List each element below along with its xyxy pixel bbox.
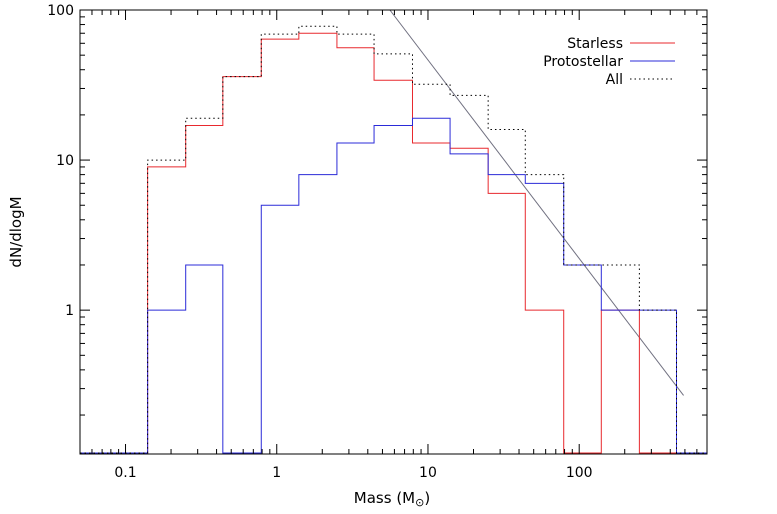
x-tick-label: 1 bbox=[272, 465, 281, 481]
x-axis-label: Mass (M⊙) bbox=[354, 489, 430, 509]
legend-label-protostellar: Protostellar bbox=[543, 54, 623, 70]
x-tick-label: 100 bbox=[566, 465, 593, 481]
series-starless-histogram bbox=[80, 32, 707, 454]
axis-ticks: 0.1 1 10 100 1 10 100 bbox=[47, 3, 708, 481]
fit-line-layer bbox=[389, 9, 684, 396]
legend: Starless Protostellar All bbox=[543, 36, 675, 88]
sun-symbol: ⊙ bbox=[415, 496, 424, 509]
y-tick-label: 10 bbox=[56, 153, 74, 169]
y-tick-label: 1 bbox=[65, 303, 74, 319]
plot-frame bbox=[79, 9, 708, 455]
legend-label-all: All bbox=[606, 72, 623, 88]
x-axis-label-text: Mass (M bbox=[354, 489, 415, 507]
x-axis-label-suffix: ) bbox=[424, 489, 430, 507]
series-all-histogram bbox=[80, 25, 707, 454]
series-protostellar-histogram bbox=[80, 117, 707, 454]
legend-label-starless: Starless bbox=[567, 36, 623, 52]
x-tick-label: 0.1 bbox=[114, 465, 136, 481]
series-layer bbox=[80, 25, 707, 454]
y-axis-label: dN/dlogM bbox=[7, 196, 25, 267]
x-tick-label: 10 bbox=[419, 465, 437, 481]
fit-line bbox=[389, 9, 684, 396]
y-tick-label: 100 bbox=[47, 3, 74, 19]
